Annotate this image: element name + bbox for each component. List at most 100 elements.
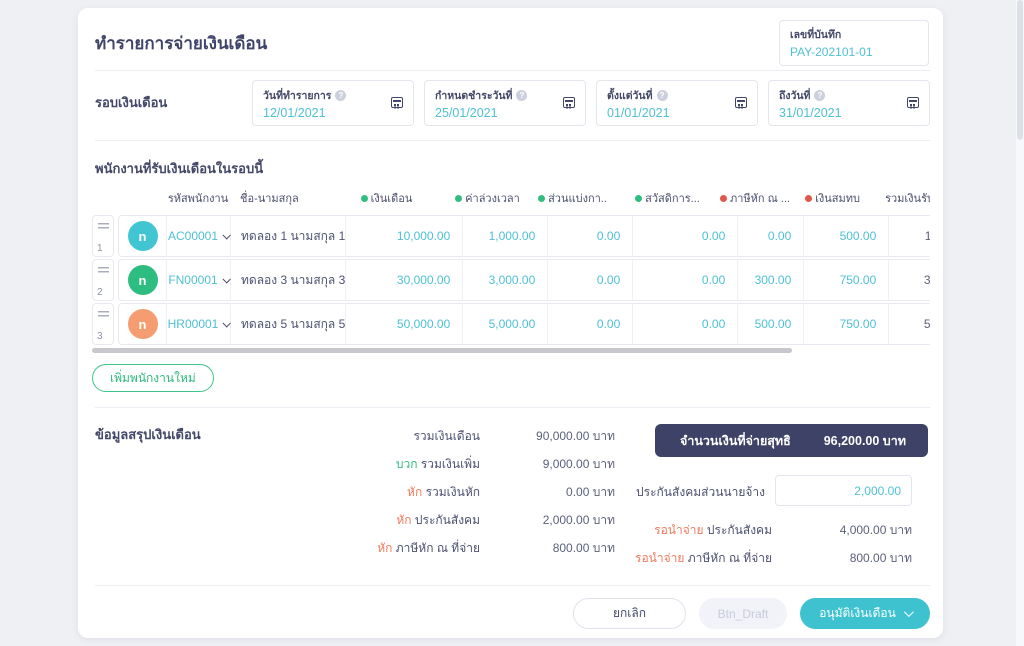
- transaction-date-field[interactable]: วันที่ทำรายการ? 12/01/2021: [252, 80, 414, 126]
- contribution-cell[interactable]: 750.00: [804, 260, 890, 300]
- employer-ssf-label: ประกันสังคมส่วนนายจ้าง: [636, 485, 765, 499]
- summary-row: บวก รวมเงินเพิ่ม 9,000.00 บาท: [95, 450, 615, 478]
- employer-ssf-input[interactable]: [775, 475, 912, 506]
- drag-icon: [97, 267, 109, 275]
- green-dot-icon: [360, 194, 368, 202]
- tax-cell[interactable]: 300.00: [738, 260, 805, 300]
- help-icon: ?: [335, 90, 347, 101]
- col-contribution: เงินสมทบ: [790, 189, 875, 207]
- record-number-label: เลขที่บันทึก: [790, 29, 842, 41]
- salary-cell[interactable]: 30,000.00: [346, 260, 464, 300]
- share-cell[interactable]: 0.00: [548, 216, 634, 256]
- table-row: 1 n AC00001 ทดลอง 1 นามสกุล 1 10,000.00 …: [92, 215, 930, 257]
- chevron-down-icon: [903, 607, 914, 618]
- add-employee-button[interactable]: เพิ่มพนักงานใหม่: [92, 364, 214, 392]
- green-dot-icon: [538, 194, 546, 202]
- deduct-prefix: หัก: [407, 484, 423, 499]
- share-cell[interactable]: 0.00: [548, 304, 634, 344]
- footer-actions: ยกเลิก Btn_Draft อนุมัติเงินเดือน: [78, 598, 930, 629]
- red-dot-icon: [805, 194, 813, 202]
- calendar-icon[interactable]: [735, 97, 747, 108]
- col-total: รวมเงินรับ: [885, 193, 930, 205]
- pending-prefix: รอนำจ่าย: [654, 522, 704, 537]
- drag-icon: [97, 223, 109, 231]
- avatar: n: [127, 265, 158, 295]
- draft-button[interactable]: Btn_Draft: [699, 598, 787, 629]
- page-scrollbar[interactable]: [1016, 0, 1024, 646]
- employee-code-select[interactable]: AC00001: [167, 216, 231, 256]
- overtime-cell[interactable]: 1,000.00: [463, 216, 549, 256]
- welfare-cell[interactable]: 0.00: [633, 304, 739, 344]
- salary-cell[interactable]: 50,000.00: [346, 304, 464, 344]
- employees-section-heading: พนักงานที่รับเงินเดือนในรอบนี้: [95, 161, 264, 176]
- row-number: 2: [97, 287, 103, 298]
- calendar-icon[interactable]: [563, 97, 575, 108]
- page-title: ทำรายการจ่ายเงินเดือน: [95, 34, 268, 53]
- summary-section-heading: ข้อมูลสรุปเงินเดือน: [95, 427, 201, 442]
- chevron-down-icon: [222, 231, 231, 240]
- employees-table: รหัสพนักงาน ชื่อ-นามสกุล เงินเดือน ค่าล่…: [92, 186, 930, 347]
- contribution-cell[interactable]: 500.00: [804, 216, 890, 256]
- avatar: n: [127, 221, 158, 251]
- payroll-card: ทำรายการจ่ายเงินเดือน เลขที่บันทึก PAY-2…: [78, 8, 943, 638]
- help-icon: ?: [656, 90, 668, 101]
- pending-ssf-row: รอนำจ่าย ประกันสังคม 4,000.00 บาท: [508, 520, 912, 540]
- calendar-icon[interactable]: [907, 97, 919, 108]
- horizontal-scrollbar[interactable]: [92, 348, 792, 353]
- deduct-prefix: หัก: [377, 540, 393, 555]
- row-number: 3: [97, 331, 103, 342]
- col-name: ชื่อ-นามสกุล: [240, 193, 299, 205]
- drag-handle[interactable]: 2: [92, 259, 114, 301]
- scrollbar-thumb[interactable]: [1017, 0, 1023, 140]
- drag-handle[interactable]: 3: [92, 303, 114, 345]
- tax-cell[interactable]: 0.00: [738, 216, 805, 256]
- drag-icon: [97, 311, 109, 319]
- due-date-value: 25/01/2021: [435, 106, 498, 120]
- employee-code-select[interactable]: HR00001: [167, 304, 232, 344]
- record-number-value: PAY-202101-01: [790, 45, 873, 59]
- summary-value: 0.00 บาท: [566, 484, 615, 499]
- row-number: 1: [97, 243, 103, 254]
- contribution-cell[interactable]: 750.00: [804, 304, 890, 344]
- employee-name: ทดลอง 5 นามสกุล 5: [231, 304, 347, 344]
- record-number-field[interactable]: เลขที่บันทึก PAY-202101-01: [779, 20, 929, 66]
- pending-ssf-value: 4,000.00 บาท: [839, 522, 912, 537]
- field-label: ตั้งแต่วันที่: [607, 90, 653, 102]
- pending-tax-row: รอนำจ่าย ภาษีหัก ณ ที่จ่าย 800.00 บาท: [508, 548, 912, 568]
- due-date-field[interactable]: กำหนดชำระวันที่? 25/01/2021: [424, 80, 586, 126]
- employee-name: ทดลอง 1 นามสกุล 1: [231, 216, 347, 256]
- divider: [95, 585, 930, 586]
- net-pay-badge: จำนวนเงินที่จ่ายสุทธิ 96,200.00 บาท: [655, 424, 928, 457]
- summary-row: หัก ภาษีหัก ณ ที่จ่าย 800.00 บาท: [95, 534, 615, 562]
- field-label: กำหนดชำระวันที่: [435, 90, 513, 102]
- period-end-field[interactable]: ถึงวันที่? 31/01/2021: [768, 80, 930, 126]
- summary-value: 90,000.00 บาท: [536, 428, 615, 443]
- cancel-button[interactable]: ยกเลิก: [573, 598, 686, 629]
- salary-cell[interactable]: 10,000.00: [346, 216, 464, 256]
- approve-button[interactable]: อนุมัติเงินเดือน: [800, 598, 930, 629]
- col-share: ส่วนแบ่งกา..: [530, 189, 615, 207]
- period-section-label: รอบเงินเดือน: [95, 95, 168, 110]
- plus-prefix: บวก: [395, 456, 418, 471]
- welfare-cell[interactable]: 0.00: [633, 216, 739, 256]
- welfare-cell[interactable]: 0.00: [633, 260, 739, 300]
- overtime-cell[interactable]: 5,000.00: [463, 304, 549, 344]
- summary-row: หัก ประกันสังคม 2,000.00 บาท: [95, 506, 615, 534]
- summary-row: รวมเงินเดือน 90,000.00 บาท: [95, 422, 615, 450]
- table-header-row: รหัสพนักงาน ชื่อ-นามสกุล เงินเดือน ค่าล่…: [92, 186, 930, 210]
- field-label: วันที่ทำรายการ: [263, 90, 332, 102]
- total-cell: 11,000.00: [924, 229, 930, 243]
- tax-cell[interactable]: 500.00: [738, 304, 805, 344]
- calendar-icon[interactable]: [391, 97, 403, 108]
- summary-value: 800.00 บาท: [552, 540, 615, 555]
- deduct-prefix: หัก: [396, 512, 412, 527]
- period-start-value: 01/01/2021: [607, 106, 670, 120]
- summary-value: 2,000.00 บาท: [542, 512, 615, 527]
- overtime-cell[interactable]: 3,000.00: [463, 260, 549, 300]
- drag-handle[interactable]: 1: [92, 215, 114, 257]
- green-dot-icon: [635, 194, 643, 202]
- employee-code-select[interactable]: FN00001: [167, 260, 231, 300]
- period-start-field[interactable]: ตั้งแต่วันที่? 01/01/2021: [596, 80, 758, 126]
- share-cell[interactable]: 0.00: [548, 260, 634, 300]
- net-pay-label: จำนวนเงินที่จ่ายสุทธิ: [680, 433, 791, 448]
